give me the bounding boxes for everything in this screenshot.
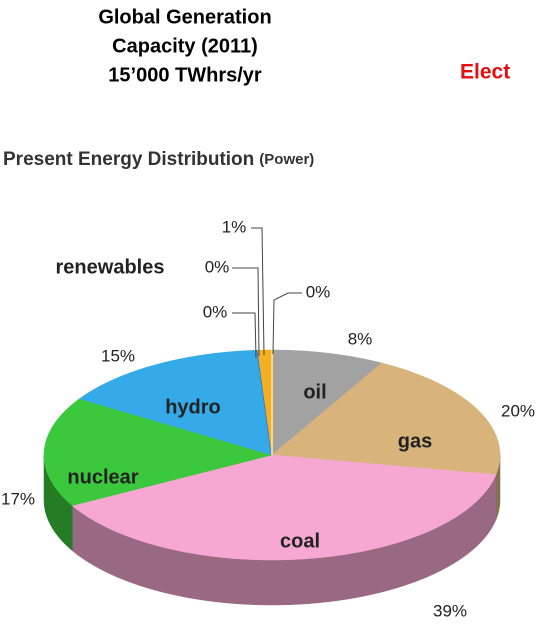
value-label: 0% <box>203 302 228 321</box>
value-label: 39% <box>433 601 467 620</box>
slice-label: oil <box>303 381 326 403</box>
pie-slice <box>43 398 273 506</box>
subtitle: Present Energy Distribution (Power) <box>3 149 314 170</box>
subtitle-note: (Power) <box>259 151 314 168</box>
pie-slice <box>271 349 383 456</box>
chart-title: 15’000 TWhrs/yr <box>108 64 262 86</box>
annotation: Elect <box>460 61 510 84</box>
value-label: 0% <box>205 257 230 276</box>
pie-slice <box>78 349 273 456</box>
slice-label: hydro <box>165 396 221 418</box>
slice-label: nuclear <box>67 466 138 488</box>
value-label: 20% <box>501 401 535 420</box>
subtitle-main: Present Energy Distribution <box>3 149 254 170</box>
value-label: 15% <box>101 346 135 365</box>
value-label: 8% <box>348 329 373 348</box>
slice-label: renewables <box>56 256 165 278</box>
leader-line <box>272 292 302 355</box>
chart-title: Global Generation <box>98 6 271 28</box>
chart-title: Capacity (2011) <box>112 35 258 57</box>
leader-line <box>232 267 260 357</box>
slice-label: gas <box>398 430 432 452</box>
leader-line <box>232 312 257 359</box>
value-label: 17% <box>1 489 35 508</box>
pie-tops <box>43 349 501 561</box>
pie-slice <box>71 454 497 561</box>
value-label: 0% <box>306 282 331 301</box>
value-label: 1% <box>222 217 247 236</box>
leader-line <box>251 227 265 356</box>
pie-slice <box>271 362 501 475</box>
labels: 8% oil 20% gas 39% coal 17% nuclear 15% hydro 0% 0%… <box>1 217 535 620</box>
slice-label: coal <box>280 530 320 552</box>
